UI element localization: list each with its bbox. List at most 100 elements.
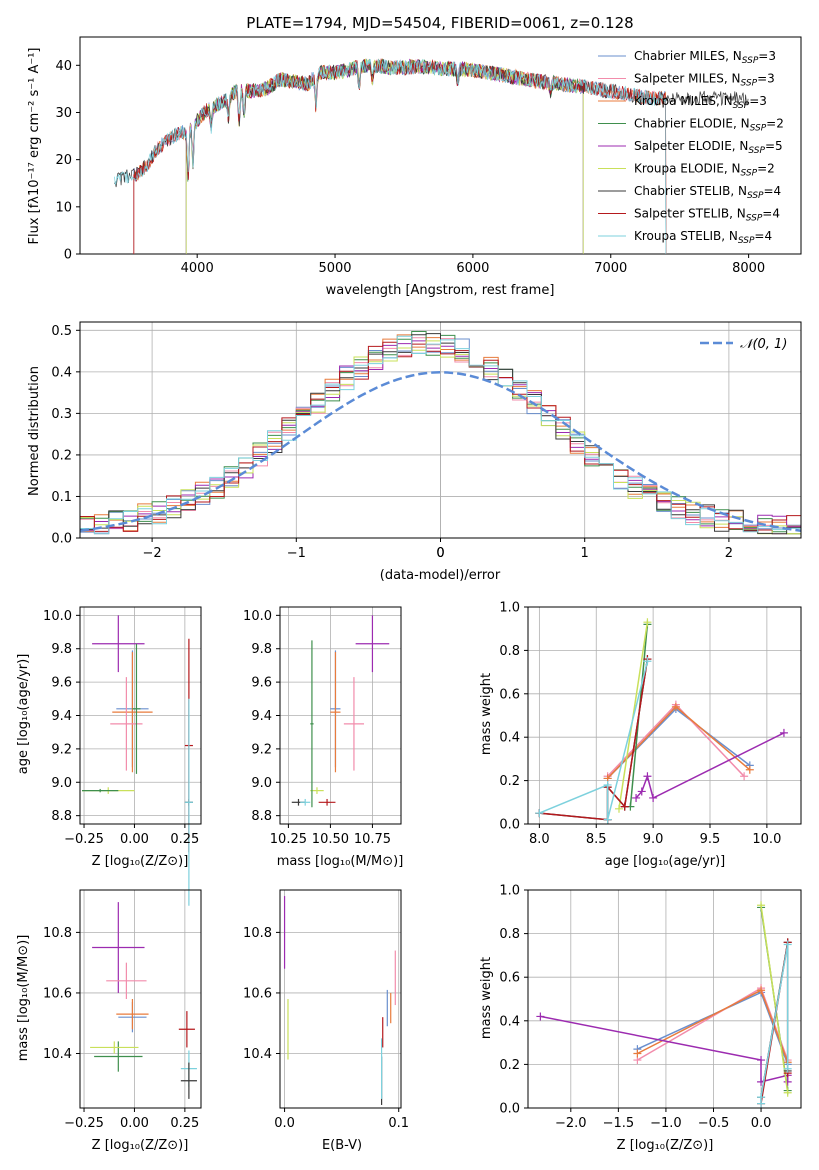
spectrum-xlabel: wavelength [Angstrom, rest frame] <box>326 283 555 298</box>
age-vs-metallicity-panel: −0.25 0.00 0.25 8.8 9.0 9.2 9.4 9.6 9.8 10.0 <box>43 606 202 906</box>
massweight-point <box>643 772 652 781</box>
y-tick-label: 0.0 <box>51 532 72 547</box>
normal-reference-curve <box>79 371 802 532</box>
massweight-vs-metallicity-xlabel: Z [log₁₀(Z/Z⊙)] <box>617 1138 714 1153</box>
y-tick-label: 9.2 <box>51 742 72 757</box>
legend-label: Chabrier MILES, NSSP=3 <box>634 49 776 66</box>
y-tick-label: 0.3 <box>51 407 72 422</box>
y-tick-label: 9.0 <box>251 776 272 791</box>
spectrum-panel: PLATE=1794, MJD=54504, FIBERID=0061, z=0… <box>27 14 802 298</box>
massweight-vs-age-panel: 8.0 8.5 9.0 9.5 10.0 0.0 0.2 0.4 0.6 0.8 1.0 <box>499 601 802 847</box>
massweight-point <box>783 1077 792 1086</box>
legend-label: Chabrier ELODIE, NSSP=2 <box>634 117 784 134</box>
x-tick-label: 2 <box>725 546 733 561</box>
y-tick-label: 0.4 <box>499 1014 520 1029</box>
y-tick-label: 10.4 <box>43 1047 72 1062</box>
y-tick-label: 10.8 <box>243 926 272 941</box>
y-tick-label: 20 <box>55 153 72 168</box>
y-tick-label: 0.1 <box>51 490 72 505</box>
massweight-point <box>643 618 652 627</box>
y-tick-label: 9.6 <box>51 676 72 691</box>
spectrum-ylabel: Flux [fλ10⁻¹⁷ erg cm⁻² s⁻¹ A⁻¹] <box>27 48 42 245</box>
massweight-vs-metallicity-panel: −2.0 −1.5 −1.0 −0.5 0.0 0.0 0.2 0.4 0.6 0.8 1.0 <box>499 884 802 1131</box>
massweight-vs-age-ylabel: mass weight <box>479 673 494 755</box>
x-tick-label: −1.0 <box>650 1116 682 1131</box>
massweight-point <box>757 1056 766 1065</box>
x-tick-label: 0.00 <box>120 832 149 847</box>
y-tick-label: 9.4 <box>51 709 72 724</box>
y-tick-label: 8.8 <box>251 809 272 824</box>
y-tick-label: 9.0 <box>51 776 72 791</box>
massweight-point <box>757 1093 766 1102</box>
x-tick-label: 10.75 <box>354 832 391 847</box>
residual-histogram-step <box>80 340 801 535</box>
legend-label: Chabrier STELIB, NSSP=4 <box>634 184 781 201</box>
x-tick-label: 9.0 <box>643 832 664 847</box>
y-tick-label: 10.6 <box>243 986 272 1001</box>
x-tick-label: 10.50 <box>312 832 349 847</box>
massweight-point <box>637 787 646 796</box>
spectrum-title: PLATE=1794, MJD=54504, FIBERID=0061, z=0… <box>246 14 633 32</box>
y-tick-label: 10.8 <box>43 926 72 941</box>
y-tick-label: 10.0 <box>43 609 72 624</box>
legend-label: Kroupa MILES, NSSP=3 <box>634 94 767 111</box>
mass-vs-ebv-xlabel: E(B-V) <box>322 1138 362 1153</box>
massweight-vs-age-xlabel: age [log₁₀(age/yr)] <box>605 854 726 869</box>
y-tick-label: 1.0 <box>499 601 520 616</box>
y-tick-label: 10 <box>55 200 72 215</box>
x-tick-label: −1.5 <box>603 1116 635 1131</box>
massweight-point <box>740 772 749 781</box>
x-tick-label: 8.5 <box>586 832 607 847</box>
massweight-point <box>757 986 766 995</box>
y-tick-label: 0.6 <box>499 971 520 986</box>
x-tick-label: 8000 <box>732 261 765 276</box>
massweight-line <box>637 989 789 1063</box>
age-vs-mass-xlabel: mass [log₁₀(M/M⊙)] <box>277 854 404 869</box>
spectrum-x-ticks: 4000 5000 6000 7000 8000 <box>181 254 765 276</box>
massweight-point <box>632 793 641 802</box>
x-tick-label: 0.1 <box>388 1116 409 1131</box>
residual-histogram-step <box>80 335 801 535</box>
y-tick-label: 0.2 <box>51 448 72 463</box>
plot-frame <box>279 889 402 1109</box>
plot-frame <box>79 889 202 1109</box>
massweight-line <box>637 987 789 1061</box>
massweight-vs-metallicity-ylabel: mass weight <box>479 957 494 1039</box>
y-tick-label: 9.8 <box>51 642 72 657</box>
massweight-point <box>671 702 680 711</box>
x-tick-label: 9.5 <box>700 832 721 847</box>
residual-x-ticks: −2 −1 0 1 20 <box>143 538 733 561</box>
y-tick-label: 9.2 <box>251 742 272 757</box>
x-tick-label: 5000 <box>318 261 351 276</box>
x-tick-label: 0.25 <box>170 832 199 847</box>
x-tick-label: 0.00 <box>120 1116 149 1131</box>
y-tick-label: 0.4 <box>51 365 72 380</box>
y-tick-label: 9.4 <box>251 709 272 724</box>
x-tick-label: 8.0 <box>529 832 550 847</box>
y-tick-label: 0.4 <box>499 731 520 746</box>
massweight-point <box>643 657 652 666</box>
age-vs-metallicity-xlabel: Z [log₁₀(Z/Z⊙)] <box>92 854 189 869</box>
age-vs-metallicity-ylabel: age [log₁₀(age/yr)] <box>16 654 31 775</box>
massweight-point <box>757 901 766 910</box>
y-tick-label: 0.2 <box>499 774 520 789</box>
y-tick-label: 10.4 <box>243 1047 272 1062</box>
y-tick-label: 10.6 <box>43 986 72 1001</box>
normal-legend-label: 𝒩(0, 1) <box>740 337 787 352</box>
y-tick-label: 30 <box>55 106 72 121</box>
residual-histogram-step <box>80 333 801 535</box>
massweight-point <box>603 815 612 824</box>
x-tick-label: 0.25 <box>170 1116 199 1131</box>
x-tick-label: −2 <box>143 546 162 561</box>
x-tick-label: 0.0 <box>751 1116 772 1131</box>
massweight-line <box>540 1015 789 1083</box>
x-tick-label: 10.0 <box>752 832 781 847</box>
legend-label: Salpeter STELIB, NSSP=4 <box>634 207 780 224</box>
massweight-line <box>539 661 649 820</box>
spectrum-plot-area <box>79 36 802 255</box>
y-tick-label: 1.0 <box>499 884 520 899</box>
massweight-point <box>779 728 788 737</box>
mass-vs-metallicity-xlabel: Z [log₁₀(Z/Z⊙)] <box>92 1138 189 1153</box>
mass-vs-metallicity-panel: −0.25 0.00 0.25 10.4 10.6 10.8 <box>43 889 202 1131</box>
